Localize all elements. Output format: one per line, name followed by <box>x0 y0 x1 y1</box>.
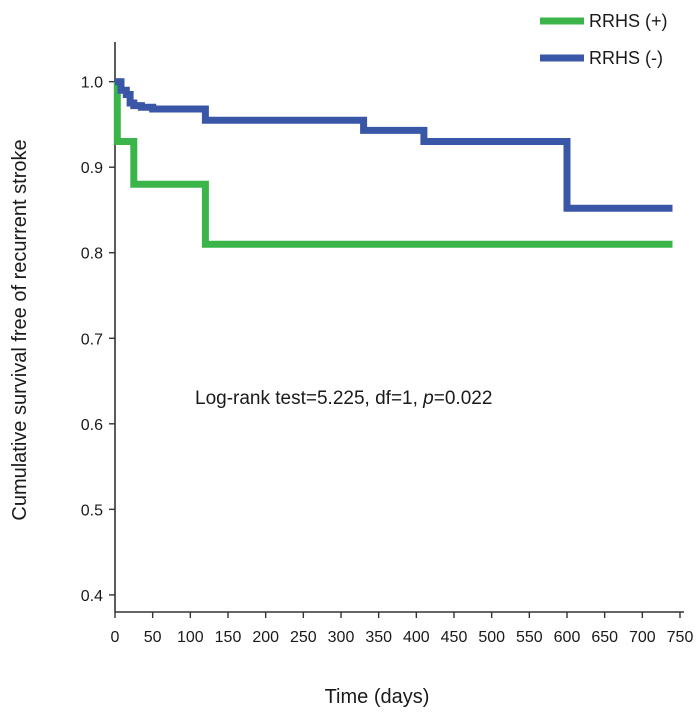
y-tick-label: 0.6 <box>81 417 103 434</box>
series-lines <box>113 78 673 248</box>
x-tick-label: 0 <box>111 629 120 646</box>
y-tick-label: 0.5 <box>81 502 103 519</box>
annotation-suffix: =0.022 <box>434 388 493 409</box>
legend-label-rrhs-positive: RRHS (+) <box>589 11 668 31</box>
series-line-rrhs-positive <box>113 78 673 248</box>
x-tick-label: 550 <box>516 629 543 646</box>
legend-label-rrhs-negative: RRHS (-) <box>589 48 663 68</box>
legend: RRHS (+) RRHS (-) <box>540 11 668 68</box>
y-tick-label: 0.8 <box>81 246 103 263</box>
y-tick-label: 0.4 <box>81 588 103 605</box>
annotation-p-symbol: p <box>422 388 434 409</box>
x-tick-label: 450 <box>441 629 468 646</box>
x-tick-label: 500 <box>478 629 505 646</box>
axes: 0.4 0.5 0.6 0.7 0.8 0.9 1.0 0 50 100 150 200 250 300 3… <box>81 42 694 646</box>
x-tick-label: 300 <box>328 629 355 646</box>
y-tick-label: 0.9 <box>81 160 103 177</box>
x-tick-label: 600 <box>554 629 581 646</box>
y-tick-label: 0.7 <box>81 331 103 348</box>
log-rank-annotation: Log-rank test=5.225, df=1, p=0.022 <box>195 388 492 409</box>
x-axis-title: Time (days) <box>325 686 430 708</box>
x-tick-label: 350 <box>365 629 392 646</box>
annotation-prefix: Log-rank test=5.225, df=1, <box>195 388 423 409</box>
y-tick-label: 1.0 <box>81 75 103 92</box>
x-tick-label: 750 <box>667 629 694 646</box>
x-tick-label: 200 <box>252 629 279 646</box>
series-line-rrhs-negative <box>115 78 673 212</box>
x-tick-label: 100 <box>177 629 204 646</box>
x-tick-label: 700 <box>629 629 656 646</box>
y-axis-title: Cumulative survival free of recurrent st… <box>9 139 31 520</box>
x-tick-label: 650 <box>591 629 618 646</box>
x-tick-label: 150 <box>215 629 242 646</box>
x-tick-label: 50 <box>144 629 162 646</box>
x-tick-label: 250 <box>290 629 317 646</box>
x-tick-label: 400 <box>403 629 430 646</box>
